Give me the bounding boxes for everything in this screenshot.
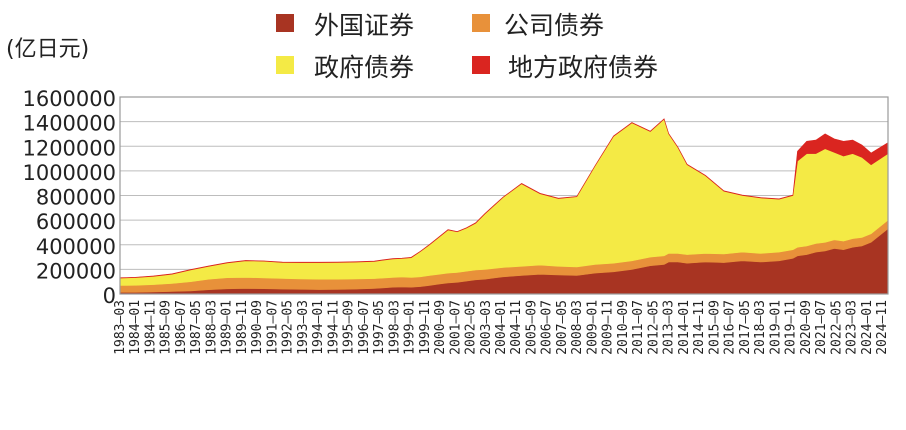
legend-swatch-local xyxy=(472,56,490,74)
x-tick-label: 2021—07 xyxy=(814,300,829,355)
y-tick-label-600000: 600000 xyxy=(36,210,116,234)
x-tick-label: 2005—09 xyxy=(525,300,540,355)
y-tick-label-400000: 400000 xyxy=(36,235,116,259)
y-tick-label-1200000: 1200000 xyxy=(22,136,116,160)
x-tick-label: 1991—07 xyxy=(265,300,280,355)
y-tick-label-1000000: 1000000 xyxy=(22,161,116,185)
x-tick-label: 2002—05 xyxy=(464,300,479,355)
x-tick-label: 1987—05 xyxy=(189,300,204,355)
x-tick-label: 2018—03 xyxy=(753,300,768,355)
x-tick-label: 1999—01 xyxy=(403,300,418,355)
x-tick-label: 2019—11 xyxy=(784,300,799,355)
x-tick-label: 1995—09 xyxy=(342,300,357,355)
x-tick-label: 2008—03 xyxy=(570,300,585,355)
y-tick-label-1400000: 1400000 xyxy=(22,112,116,136)
y-tick-label-800000: 800000 xyxy=(36,186,116,210)
x-tick-label: 2015—09 xyxy=(707,300,722,355)
x-tick-label: 1996—07 xyxy=(357,300,372,355)
x-tick-label: 1983—03 xyxy=(113,300,128,355)
x-axis-ticks: 1983—03 1984—01 1984—11 1985—09 1986—07 1987—… xyxy=(113,300,890,355)
x-tick-label: 1984—11 xyxy=(144,300,159,355)
legend-label-government: 政府债券 xyxy=(314,53,414,82)
x-tick-label: 1994—01 xyxy=(311,300,326,355)
x-tick-label: 2007—05 xyxy=(555,300,570,355)
x-tick-label: 1999—11 xyxy=(418,300,433,355)
x-tick-label: 2010—09 xyxy=(616,300,631,355)
y-tick-label-200000: 200000 xyxy=(36,259,116,283)
x-tick-label: 1994—11 xyxy=(326,300,341,355)
x-tick-label: 1990—09 xyxy=(250,300,265,355)
x-tick-label: 2014—11 xyxy=(692,300,707,355)
x-tick-label: 2020—09 xyxy=(799,300,814,355)
x-tick-label: 2011—07 xyxy=(631,300,646,355)
x-tick-label: 1993—03 xyxy=(296,300,311,355)
series-areas xyxy=(119,118,889,295)
legend-swatch-corporate xyxy=(472,14,490,32)
legend-label-foreign: 外国证券 xyxy=(314,11,414,40)
x-tick-label: 2001—07 xyxy=(448,300,463,355)
legend-label-local: 地方政府债券 xyxy=(508,53,658,82)
x-tick-label: 2022—05 xyxy=(829,300,844,355)
x-tick-label: 2006—07 xyxy=(540,300,555,355)
x-tick-label: 2003—03 xyxy=(479,300,494,355)
x-tick-label: 2019—01 xyxy=(768,300,783,355)
x-tick-label: 2023—03 xyxy=(845,300,860,355)
x-tick-label: 1986—07 xyxy=(174,300,189,355)
y-tick-label-1600000: 1600000 xyxy=(22,87,116,111)
x-tick-label: 2024—01 xyxy=(860,300,875,355)
legend: 外国证券 公司债券 政府债券 地方政府债券 xyxy=(276,11,658,82)
x-tick-label: 1988—03 xyxy=(204,300,219,355)
x-tick-label: 1998—03 xyxy=(387,300,402,355)
plot-frame xyxy=(119,96,889,295)
x-tick-label: 1992—05 xyxy=(281,300,296,355)
x-tick-label: 2017—05 xyxy=(738,300,753,355)
y-axis-ticks: 0200000400000600000800000100000012000001… xyxy=(22,87,116,308)
x-tick-label: 2016—07 xyxy=(723,300,738,355)
x-tick-label: 2012—05 xyxy=(646,300,661,355)
x-tick-label: 2004—01 xyxy=(494,300,509,355)
x-tick-label: 2000—09 xyxy=(433,300,448,355)
x-tick-label: 2009—01 xyxy=(585,300,600,355)
x-tick-label: 2024—11 xyxy=(875,300,890,355)
legend-swatch-government xyxy=(276,56,294,74)
x-tick-label: 2013—03 xyxy=(662,300,677,355)
legend-swatch-foreign xyxy=(276,14,294,32)
legend-label-corporate: 公司债券 xyxy=(504,11,604,40)
x-tick-label: 1989—11 xyxy=(235,300,250,355)
y-axis-unit-label: (亿日元) xyxy=(6,37,89,62)
x-tick-label: 1989—01 xyxy=(220,300,235,355)
plot-border xyxy=(119,96,889,295)
x-tick-label: 1985—09 xyxy=(159,300,174,355)
x-tick-label: 1984—01 xyxy=(128,300,143,355)
x-tick-label: 2014—01 xyxy=(677,300,692,355)
x-tick-label: 2009—11 xyxy=(601,300,616,355)
x-tick-label: 1997—05 xyxy=(372,300,387,355)
x-tick-label: 2004—11 xyxy=(509,300,524,355)
y-tick-label-0: 0 xyxy=(103,284,116,308)
